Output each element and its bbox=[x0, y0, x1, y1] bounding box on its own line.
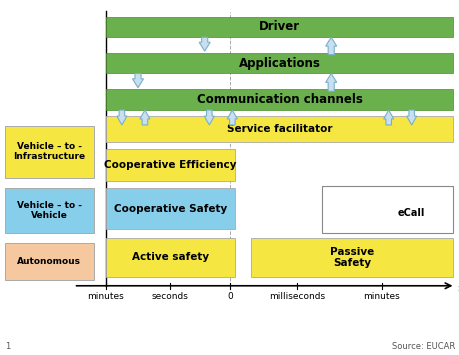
FancyBboxPatch shape bbox=[106, 116, 452, 142]
Polygon shape bbox=[204, 110, 214, 125]
FancyBboxPatch shape bbox=[250, 238, 452, 277]
Text: Vehicle – to -
Infrastructure: Vehicle – to - Infrastructure bbox=[13, 142, 85, 162]
Text: Passive
Safety: Passive Safety bbox=[329, 247, 373, 268]
Text: Source: EUCAR: Source: EUCAR bbox=[391, 343, 454, 351]
FancyBboxPatch shape bbox=[5, 243, 94, 280]
FancyBboxPatch shape bbox=[106, 17, 452, 37]
FancyBboxPatch shape bbox=[106, 188, 234, 229]
Text: Communication channels: Communication channels bbox=[196, 93, 362, 106]
Polygon shape bbox=[140, 110, 150, 125]
Text: minutes: minutes bbox=[363, 292, 399, 301]
Polygon shape bbox=[406, 110, 416, 125]
Text: Driver: Driver bbox=[258, 21, 299, 33]
Text: Autonomous: Autonomous bbox=[17, 257, 81, 266]
Text: eCall: eCall bbox=[397, 208, 424, 218]
Text: Cooperative Efficiency: Cooperative Efficiency bbox=[104, 160, 236, 170]
Polygon shape bbox=[117, 110, 127, 125]
Polygon shape bbox=[325, 37, 336, 55]
Text: Vehicle – to -
Vehicle: Vehicle – to - Vehicle bbox=[17, 201, 82, 220]
Text: Cooperative Safety: Cooperative Safety bbox=[113, 203, 226, 214]
Polygon shape bbox=[132, 73, 143, 88]
FancyBboxPatch shape bbox=[106, 149, 234, 181]
FancyBboxPatch shape bbox=[106, 238, 234, 277]
FancyBboxPatch shape bbox=[106, 53, 452, 73]
Text: seconds: seconds bbox=[151, 292, 188, 301]
Polygon shape bbox=[325, 73, 336, 91]
Text: Active safety: Active safety bbox=[131, 252, 208, 262]
Text: Service facilitator: Service facilitator bbox=[226, 124, 331, 134]
Text: 0: 0 bbox=[227, 292, 232, 301]
Text: time: time bbox=[457, 284, 459, 294]
Text: Applications: Applications bbox=[238, 57, 319, 70]
Text: milliseconds: milliseconds bbox=[268, 292, 324, 301]
FancyBboxPatch shape bbox=[321, 186, 452, 233]
FancyBboxPatch shape bbox=[5, 188, 94, 233]
Polygon shape bbox=[383, 110, 393, 125]
FancyBboxPatch shape bbox=[106, 89, 452, 110]
FancyBboxPatch shape bbox=[5, 126, 94, 178]
Polygon shape bbox=[199, 37, 210, 51]
Text: 1: 1 bbox=[5, 343, 10, 351]
Polygon shape bbox=[227, 110, 237, 125]
Text: minutes: minutes bbox=[87, 292, 124, 301]
